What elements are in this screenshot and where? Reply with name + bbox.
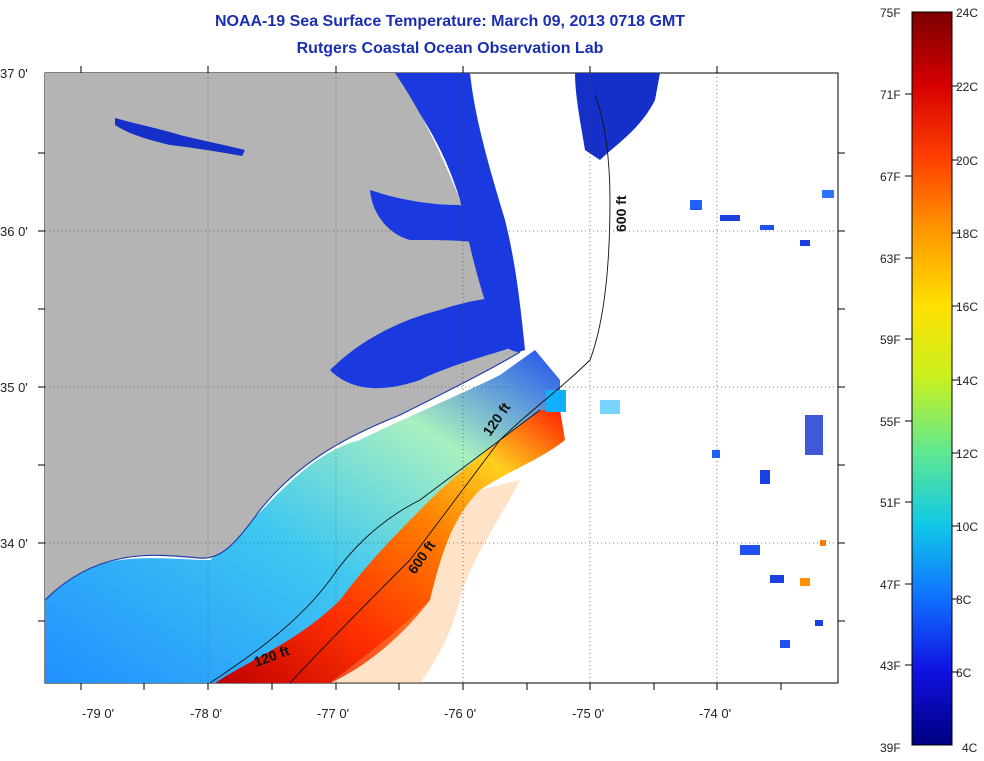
colorbar-f-label: 75F (880, 6, 901, 20)
axis-ticks (38, 66, 845, 690)
colorbar-c-label: 16C (956, 300, 978, 314)
colorbar-c-label: 24C (956, 6, 978, 20)
graticule (45, 73, 838, 683)
colorbar-c-label: 4C (962, 741, 978, 755)
colorbar-c-label: 20C (956, 154, 978, 168)
colorbar-f-label: 39F (880, 741, 901, 755)
lon-tick-label: -74 0' (699, 706, 731, 721)
offshore-scattered-pixels (546, 190, 834, 648)
colorbar-c-label: 6C (956, 666, 972, 680)
colorbar-f-label: 51F (880, 496, 901, 510)
lon-tick-label: -75 0' (572, 706, 604, 721)
colorbar-c-label: 8C (956, 593, 972, 607)
colorbar-c-label: 10C (956, 520, 978, 534)
colorbar-f-label: 59F (880, 333, 901, 347)
coastal-water-cool (45, 350, 560, 683)
colorbar-c-label: 12C (956, 447, 978, 461)
cold-water-north (390, 73, 525, 360)
temperature-colorbar (911, 11, 953, 746)
lon-tick-label: -78 0' (190, 706, 222, 721)
coast-outline (45, 351, 521, 601)
gulf-stream-warm-water (215, 410, 565, 683)
speckled-cloud-edge (330, 480, 520, 683)
lon-tick-label: -76 0' (444, 706, 476, 721)
isobath-600ft (289, 94, 611, 683)
lon-tick-label: -77 0' (317, 706, 349, 721)
lat-tick-label: 34 0' (0, 536, 28, 551)
lat-tick-label: 36 0' (0, 224, 28, 239)
lat-tick-label: 35 0' (0, 380, 28, 395)
isobath-120ft (209, 409, 541, 683)
depth-label-600ft-north: 600 ft (613, 195, 629, 232)
colorbar-c-label: 18C (956, 227, 978, 241)
colorbar-f-label: 63F (880, 252, 901, 266)
pamlico-sound (330, 298, 520, 389)
colorbar-f-label: 47F (880, 578, 901, 592)
colorbar-f-label: 43F (880, 659, 901, 673)
colorbar-f-label: 71F (880, 88, 901, 102)
colorbar-f-label: 55F (880, 415, 901, 429)
lon-tick-label: -79 0' (82, 706, 114, 721)
cold-water-chesapeake-mouth (575, 73, 660, 160)
colorbar-c-label: 22C (956, 80, 978, 94)
chesapeake-rivers (115, 118, 245, 156)
map-title: NOAA-19 Sea Surface Temperature: March 0… (214, 13, 686, 30)
map-subtitle: Rutgers Coastal Ocean Observation Lab (296, 40, 604, 57)
colorbar-f-label: 67F (880, 170, 901, 184)
colorbar-c-label: 14C (956, 374, 978, 388)
lat-tick-label: 37 0' (0, 66, 28, 81)
colorbar-ticks (905, 85, 959, 673)
